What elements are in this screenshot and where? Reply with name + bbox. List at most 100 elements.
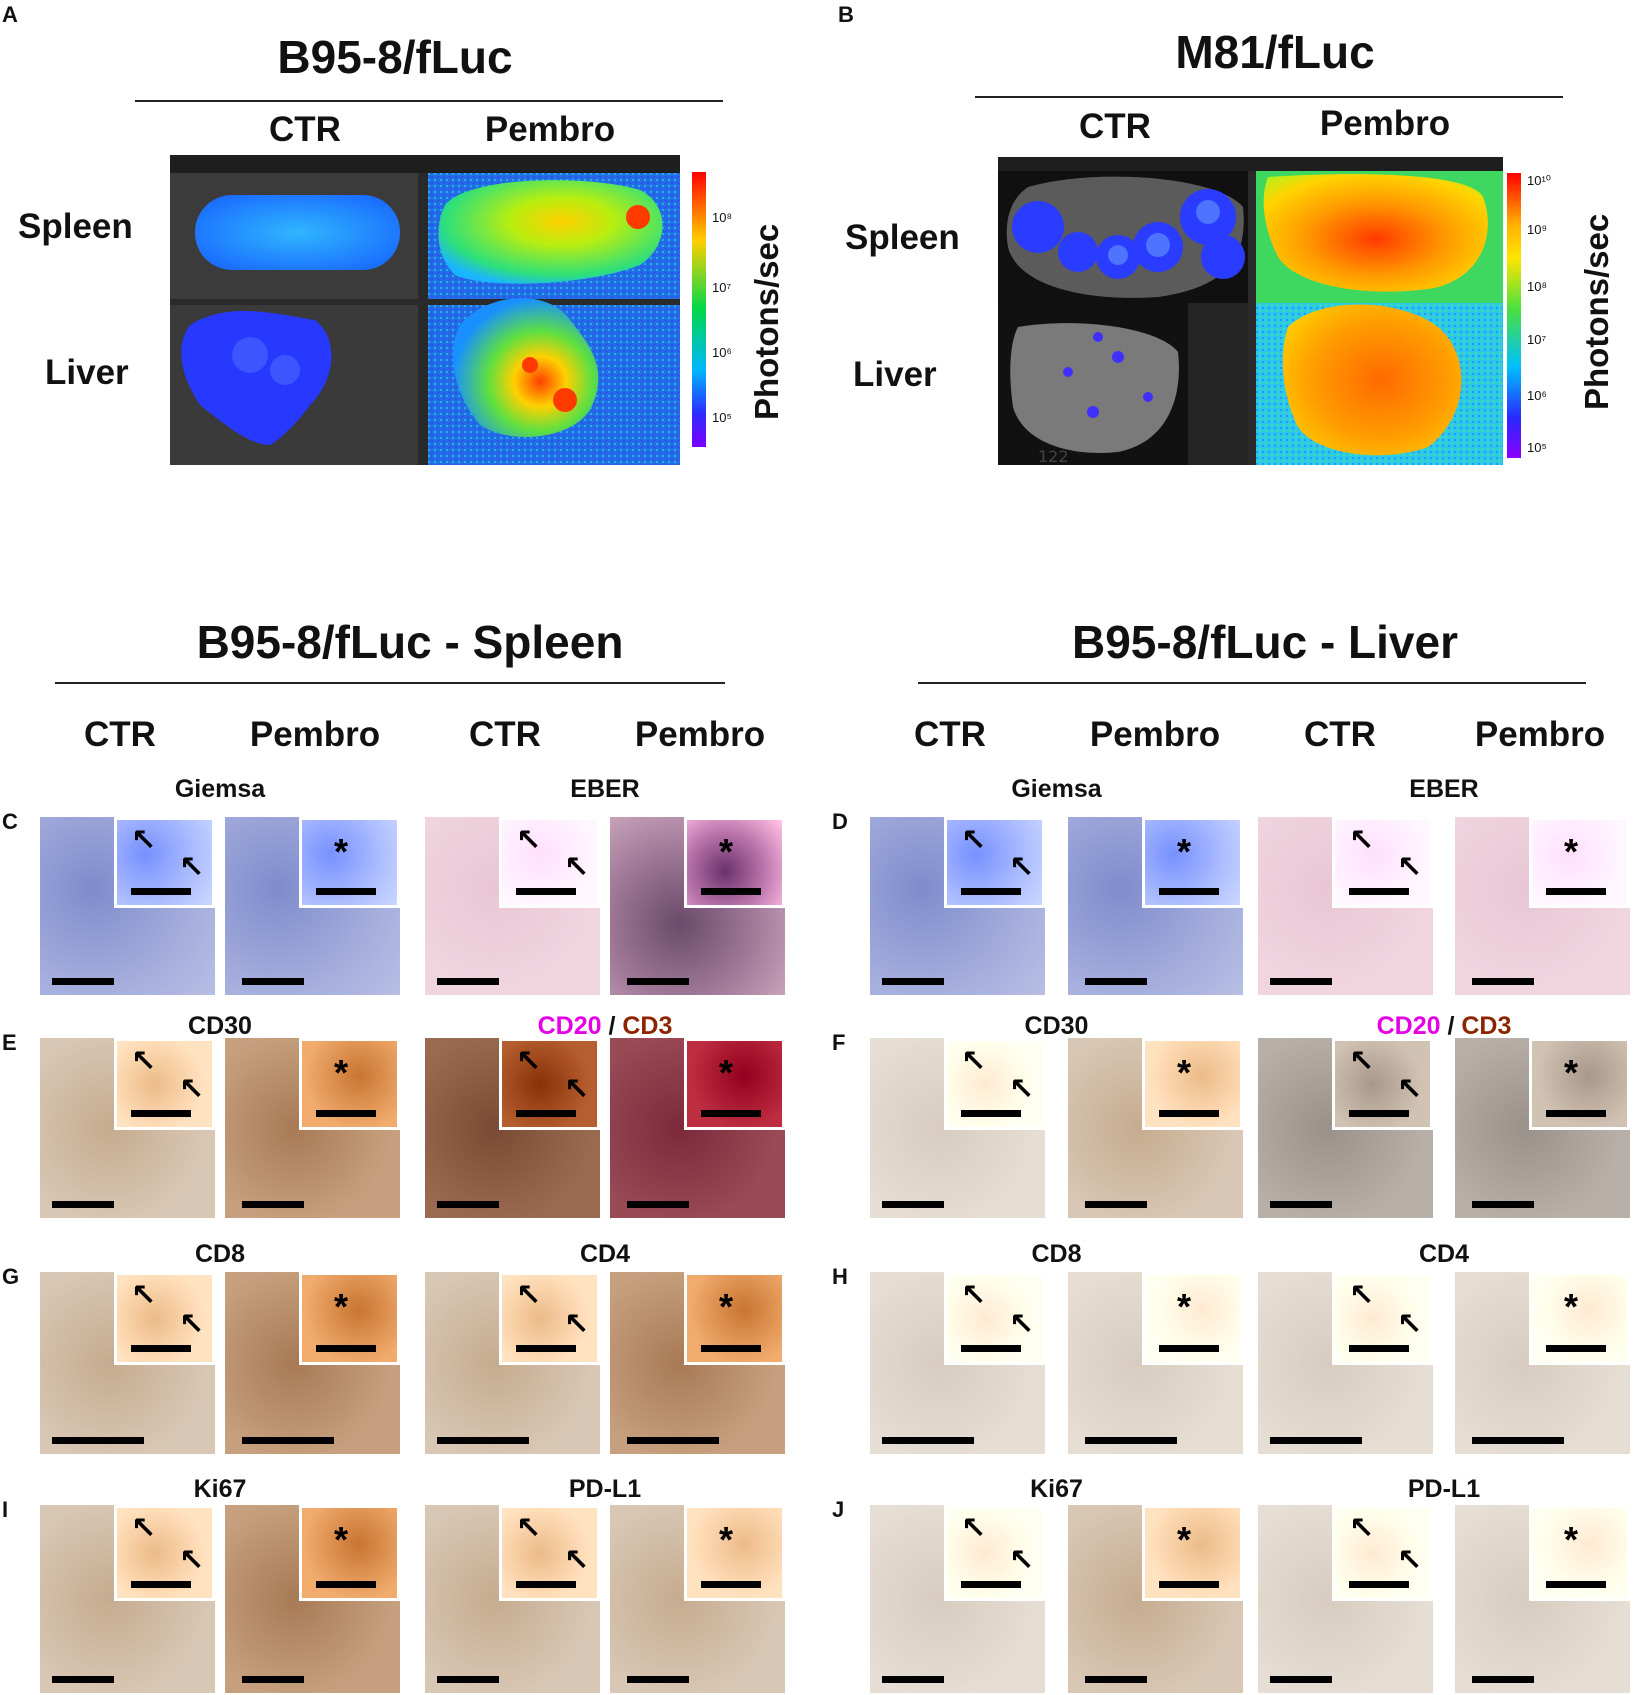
spleen-stain-label-2-1: CD8 <box>194 1240 245 1268</box>
inset-scale-bar <box>516 1581 576 1588</box>
spleen-tissue-image-1-1: * <box>225 1038 400 1218</box>
liver-tissue-image-3-3: * <box>1455 1505 1630 1693</box>
spleen-inset-0-2: ↖ ↖ <box>499 817 600 908</box>
scale-bar <box>627 1201 689 1208</box>
liver-inset-1-2: ↖ ↖ <box>1332 1038 1433 1130</box>
scale-bar <box>1270 978 1332 985</box>
scale-bar <box>52 1437 144 1444</box>
liver-inset-2-2: ↖ ↖ <box>1332 1272 1433 1365</box>
scale-bar <box>242 1201 304 1208</box>
spleen-tissue-image-0-0: ↖ ↖ <box>40 817 215 995</box>
scale-bar <box>1270 1676 1332 1683</box>
inset-scale-bar <box>131 1110 191 1117</box>
inset-scale-bar <box>961 1581 1021 1588</box>
scale-bar <box>52 978 114 985</box>
arrow-icon: ↖ <box>516 824 542 857</box>
spleen-tissue-image-2-1: * <box>225 1272 400 1454</box>
liver-stain-label-2-2: CD4 <box>1418 1240 1469 1268</box>
scale-bar <box>1085 1437 1177 1444</box>
liver-stain-label-3-1: Ki67 <box>1030 1475 1083 1503</box>
liver-tissue-image-2-3: * <box>1455 1272 1630 1454</box>
spleen-stain-label-0-2: EBER <box>570 775 640 803</box>
panel-b-bioluminescence-image: 122 <box>998 157 1503 465</box>
arrow-icon: ↖ <box>179 1073 205 1106</box>
scale-bar <box>52 1676 114 1683</box>
panel-a-tick-2: 10⁷ <box>712 280 732 295</box>
scale-bar <box>1085 978 1147 985</box>
arrow-icon: ↖ <box>131 1279 157 1312</box>
arrow-icon: ↖ <box>1349 1045 1375 1078</box>
scale-bar <box>1472 978 1534 985</box>
spleen-col-1: CTR <box>84 715 156 754</box>
scale-bar <box>627 978 689 985</box>
cd3-label: CD3 <box>622 1012 673 1040</box>
spleen-inset-1-0: ↖ ↖ <box>114 1038 215 1130</box>
panel-letter-e: E <box>2 1030 17 1055</box>
inset-scale-bar <box>1546 1345 1606 1352</box>
liver-tissue-image-2-1: * <box>1068 1272 1243 1454</box>
inset-scale-bar <box>1159 1581 1219 1588</box>
scale-bar <box>1472 1201 1534 1208</box>
inset-scale-bar <box>1349 888 1409 895</box>
spleen-inset-3-0: ↖ ↖ <box>114 1505 215 1601</box>
arrow-icon: ↖ <box>179 1308 205 1341</box>
scale-bar <box>882 1676 944 1683</box>
cd20-label: CD20 <box>537 1012 602 1040</box>
panel-a-row-liver: Liver <box>45 353 129 392</box>
inset-scale-bar <box>961 1345 1021 1352</box>
panel-b-image-number: 122 <box>1038 447 1069 465</box>
scale-bar <box>437 1201 499 1208</box>
asterisk-icon: * <box>1177 1286 1192 1327</box>
panel-letter-a: A <box>2 2 18 27</box>
asterisk-icon: * <box>1564 1286 1579 1327</box>
inset-scale-bar <box>1546 888 1606 895</box>
spleen-tissue-image-3-1: * <box>225 1505 400 1693</box>
panel-a-col-ctr: CTR <box>269 110 341 149</box>
inset-scale-bar <box>516 1110 576 1117</box>
liver-tissue-image-1-2: ↖ ↖ <box>1258 1038 1433 1218</box>
liver-inset-0-2: ↖ ↖ <box>1332 817 1433 908</box>
liver-inset-1-0: ↖ ↖ <box>944 1038 1045 1130</box>
liver-inset-0-1: * <box>1142 817 1243 908</box>
panel-b-rule <box>975 96 1563 98</box>
inset-scale-bar <box>1546 1581 1606 1588</box>
inset-scale-bar <box>961 1110 1021 1117</box>
panel-letter-c: C <box>2 809 18 834</box>
scale-bar <box>242 1437 334 1444</box>
cd20-label: CD20 <box>1376 1012 1441 1040</box>
inset-scale-bar <box>701 1581 761 1588</box>
spleen-section-title: B95-8/fLuc - Spleen <box>196 616 624 668</box>
asterisk-icon: * <box>334 1286 349 1327</box>
arrow-icon: ↖ <box>131 1512 157 1545</box>
inset-scale-bar <box>1546 1110 1606 1117</box>
panel-a-tick-3: 10⁶ <box>712 345 732 360</box>
spleen-inset-1-1: * <box>299 1038 400 1130</box>
panel-b-tick-3: 10⁸ <box>1527 279 1547 294</box>
liver-tissue-image-1-3: * <box>1455 1038 1630 1218</box>
spleen-col-2: Pembro <box>249 715 381 754</box>
inset-scale-bar <box>701 1345 761 1352</box>
arrow-icon: ↖ <box>961 824 987 857</box>
liver-inset-3-2: ↖ ↖ <box>1332 1505 1433 1601</box>
arrow-icon: ↖ <box>1397 851 1423 884</box>
arrow-icon: ↖ <box>516 1279 542 1312</box>
inset-scale-bar <box>316 1345 376 1352</box>
arrow-icon: ↖ <box>131 824 157 857</box>
panel-b-col-ctr: CTR <box>1079 107 1151 146</box>
spleen-col-4: Pembro <box>634 715 766 754</box>
liver-tissue-image-0-1: * <box>1068 817 1243 995</box>
liver-col-4: Pembro <box>1474 715 1606 754</box>
arrow-icon: ↖ <box>1349 824 1375 857</box>
panel-b-tick-5: 10⁶ <box>1527 388 1547 403</box>
panel-letter-f: F <box>832 1030 846 1055</box>
scale-bar <box>627 1676 689 1683</box>
spleen-tissue-image-2-3: * <box>610 1272 785 1454</box>
inset-scale-bar <box>516 888 576 895</box>
inset-scale-bar <box>131 1345 191 1352</box>
panel-b-svg: 122 <box>998 157 1503 465</box>
arrow-icon: ↖ <box>961 1045 987 1078</box>
liver-stain-label-3-2: PD-L1 <box>1407 1475 1481 1503</box>
asterisk-icon: * <box>1564 1519 1579 1560</box>
liver-tissue-image-1-0: ↖ ↖ <box>870 1038 1045 1218</box>
liver-tissue-image-0-3: * <box>1455 817 1630 995</box>
